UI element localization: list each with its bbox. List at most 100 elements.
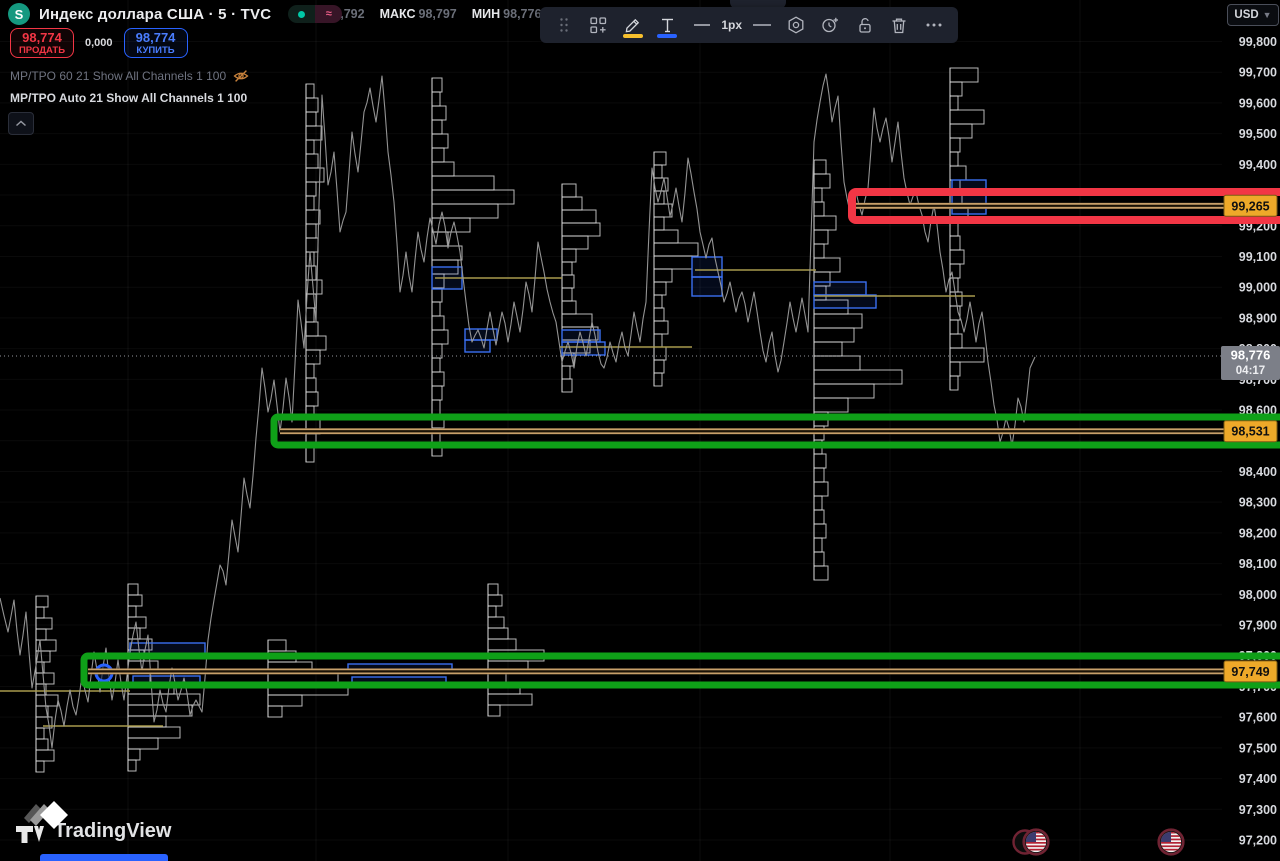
spread-value: 0,000 xyxy=(85,37,113,49)
tradingview-watermark[interactable]: TradingView xyxy=(10,810,171,852)
tpo-profile xyxy=(305,83,327,463)
svg-text:99,265: 99,265 xyxy=(1231,199,1269,213)
tpo-profile xyxy=(949,67,985,391)
price-tick-label: 99,800 xyxy=(1239,35,1277,49)
cursor-diamond-icon xyxy=(24,801,68,829)
green-level-box[interactable] xyxy=(80,652,1280,689)
bottom-blue-button[interactable] xyxy=(40,854,168,861)
more-options-button[interactable] xyxy=(919,11,949,39)
indicator-name: MP/TPO 60 21 Show All Channels 1 100 xyxy=(10,69,227,83)
add-template-button[interactable] xyxy=(583,11,613,39)
level-price-label[interactable]: 98,531 xyxy=(1223,420,1278,443)
level-price-label[interactable]: 97,749 xyxy=(1223,660,1278,683)
toolbar-drag-tab[interactable] xyxy=(730,0,786,9)
legend-collapse-button[interactable] xyxy=(8,112,34,135)
value-area-box xyxy=(951,179,987,215)
line-style-button[interactable] xyxy=(747,11,777,39)
price-tick-label: 99,700 xyxy=(1239,66,1277,80)
value-area-box xyxy=(691,256,723,278)
value-area-box xyxy=(813,294,877,309)
price-tick-label: 98,000 xyxy=(1239,588,1277,602)
indicator-row-hidden[interactable]: MP/TPO 60 21 Show All Channels 1 100 xyxy=(10,67,249,85)
delete-button[interactable] xyxy=(884,11,914,39)
price-scale-labels[interactable]: 99,80099,70099,60099,50099,40099,30099,2… xyxy=(1239,35,1277,848)
indicator-name: MP/TPO Auto 21 Show All Channels 1 100 xyxy=(10,91,248,105)
green-level-box[interactable] xyxy=(270,413,1280,449)
ohlc-low-value: 98,776 xyxy=(503,7,542,21)
price-tick-label: 99,000 xyxy=(1239,281,1277,295)
ohlc-high-label: МАКС xyxy=(379,7,416,21)
price-tick-label: 99,400 xyxy=(1239,158,1277,172)
ohlc-low-label: МИН xyxy=(471,7,501,21)
ohlc-high: МАКС 98,797 xyxy=(380,7,457,21)
price-scale-currency-button[interactable]: USD ▼ xyxy=(1227,4,1279,26)
ohlc-low: МИН 98,776 xyxy=(472,7,542,21)
grid-lines xyxy=(0,0,1222,861)
buy-price: 98,774 xyxy=(135,30,176,45)
level-boxes xyxy=(80,188,1280,689)
price-tick-label: 97,500 xyxy=(1239,741,1277,755)
tpo-profile xyxy=(267,639,349,718)
pencil-tool-button[interactable] xyxy=(618,11,648,39)
drawing-toolbar: 1px xyxy=(540,7,958,43)
price-tick-label: 99,500 xyxy=(1239,127,1277,141)
countdown-value: 04:17 xyxy=(1236,365,1265,377)
line-width-icon[interactable] xyxy=(687,11,717,39)
chevron-up-icon xyxy=(16,120,26,127)
sell-button[interactable]: 98,774 ПРОДАТЬ xyxy=(10,28,74,58)
us-flag-event-icon[interactable] xyxy=(1157,828,1185,856)
text-accent-bar xyxy=(657,34,678,38)
value-area-box xyxy=(561,341,606,356)
market-status-pill[interactable]: ≈ xyxy=(288,5,343,23)
paper-trading-icon: ≈ xyxy=(315,5,343,23)
level-price-label[interactable]: 99,265 xyxy=(1223,194,1278,217)
drag-handle-icon[interactable] xyxy=(549,11,579,39)
price-tick-label: 98,100 xyxy=(1239,557,1277,571)
symbol-header: S Индекс доллара США · 5 · TVC ≈ xyxy=(8,3,343,25)
price-tick-label: 97,200 xyxy=(1239,834,1277,848)
tpo-profile xyxy=(561,183,601,393)
value-area-box xyxy=(464,339,491,353)
market-open-dot-icon xyxy=(288,5,316,23)
indicator-legend: MP/TPO 60 21 Show All Channels 1 100 MP/… xyxy=(10,67,249,111)
eye-crossed-icon[interactable] xyxy=(233,68,249,84)
current-price-label: 98,776 04:17 xyxy=(1221,345,1280,380)
tradingview-logo-icon xyxy=(16,826,44,843)
svg-text:97,749: 97,749 xyxy=(1231,665,1269,679)
tpo-profile xyxy=(487,583,545,717)
red-level-box[interactable] xyxy=(848,188,1280,224)
value-area-box xyxy=(691,276,723,297)
lock-open-button[interactable] xyxy=(850,11,880,39)
tradingview-logo-text: TradingView xyxy=(54,819,172,842)
us-flag-event-icon[interactable] xyxy=(1012,828,1050,856)
settings-button[interactable] xyxy=(781,11,811,39)
ohlc-high-value: 98,797 xyxy=(418,7,457,21)
value-area-box xyxy=(813,281,867,296)
buy-label: КУПИТЬ xyxy=(136,45,175,56)
price-tick-label: 99,600 xyxy=(1239,96,1277,110)
price-tick-label: 98,200 xyxy=(1239,526,1277,540)
price-tick-label: 98,900 xyxy=(1239,311,1277,325)
price-tick-label: 97,600 xyxy=(1239,711,1277,725)
line-width-value[interactable]: 1px xyxy=(721,18,743,32)
symbol-logo-icon[interactable]: S xyxy=(8,3,30,25)
level-lines: 99,265 98,531 97,749 xyxy=(88,194,1278,683)
trade-panel: 98,774 ПРОДАТЬ 0,000 98,774 КУПИТЬ xyxy=(10,28,188,58)
tpo-profile xyxy=(35,595,59,773)
symbol-title[interactable]: Индекс доллара США · 5 · TVC xyxy=(39,5,272,23)
currency-label: USD xyxy=(1234,9,1259,21)
buy-button[interactable]: 98,774 КУПИТЬ xyxy=(123,28,188,58)
price-tick-label: 98,300 xyxy=(1239,496,1277,510)
price-tick-label: 97,900 xyxy=(1239,619,1277,633)
event-flags xyxy=(1012,828,1185,856)
poc-rays xyxy=(0,269,975,727)
text-tool-button[interactable] xyxy=(652,11,682,39)
price-tick-label: 97,300 xyxy=(1239,803,1277,817)
timer-add-button[interactable] xyxy=(815,11,845,39)
indicator-row-active[interactable]: MP/TPO Auto 21 Show All Channels 1 100 xyxy=(10,89,249,107)
current-price-value: 98,776 xyxy=(1231,347,1271,362)
svg-text:98,531: 98,531 xyxy=(1231,425,1269,439)
pencil-accent-bar xyxy=(622,34,643,38)
